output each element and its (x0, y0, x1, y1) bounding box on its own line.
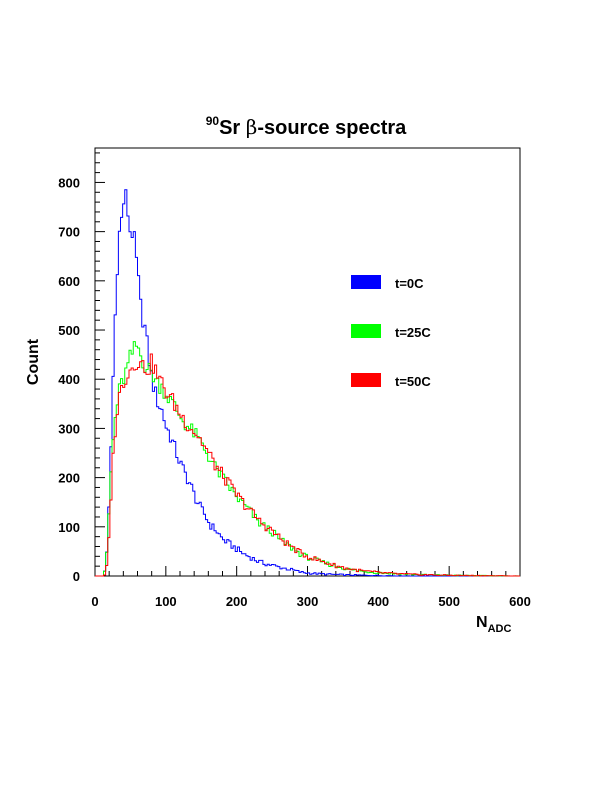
y-tick-label: 400 (58, 372, 80, 387)
legend-item-t0: t=0C (351, 275, 424, 291)
x-tick-label: 500 (438, 594, 460, 609)
x-axis-label-sub: ADC (488, 623, 512, 635)
series-t0c-line (95, 189, 520, 577)
chart-title: 90Sr β-source spectra (206, 114, 407, 139)
legend-label-t25: t=25C (395, 325, 431, 340)
y-tick-label: 600 (58, 274, 80, 289)
legend-swatch-t50 (351, 373, 381, 387)
legend-label-t50: t=50C (395, 374, 431, 389)
y-tick-label: 100 (58, 520, 80, 535)
legend-swatch-t0 (351, 275, 381, 289)
y-tick-label: 200 (58, 471, 80, 486)
title-element: Sr (219, 117, 240, 139)
y-tick-label: 800 (58, 175, 80, 190)
legend-swatch-t25 (351, 324, 381, 338)
legend-item-t25: t=25C (351, 324, 431, 340)
axis-ticks: 0 100 200 300 400 500 600 0 100 200 300 400 500 600 70… (58, 152, 531, 609)
y-axis-label: Count (25, 338, 42, 385)
title-greek: β (246, 115, 258, 139)
legend-item-t50: t=50C (351, 373, 431, 389)
x-tick-label: 600 (509, 594, 531, 609)
series-layer (95, 189, 520, 577)
legend-label-t0: t=0C (395, 276, 424, 291)
x-axis-label: NADC (476, 614, 511, 635)
y-tick-label: 500 (58, 323, 80, 338)
x-tick-label: 0 (91, 594, 98, 609)
x-tick-label: 200 (226, 594, 248, 609)
title-rest: -source spectra (257, 117, 407, 139)
x-tick-label: 300 (297, 594, 319, 609)
y-tick-label: 700 (58, 225, 80, 240)
y-tick-label: 300 (58, 421, 80, 436)
legend: t=0C t=25C t=50C (351, 275, 431, 389)
x-tick-label: 400 (367, 594, 389, 609)
title-superscript: 90 (206, 114, 220, 128)
series-t50c-line (95, 353, 520, 577)
y-tick-label: 0 (73, 569, 80, 584)
x-axis-label-main: N (476, 614, 488, 631)
x-tick-label: 100 (155, 594, 177, 609)
plot-frame (94, 147, 521, 577)
